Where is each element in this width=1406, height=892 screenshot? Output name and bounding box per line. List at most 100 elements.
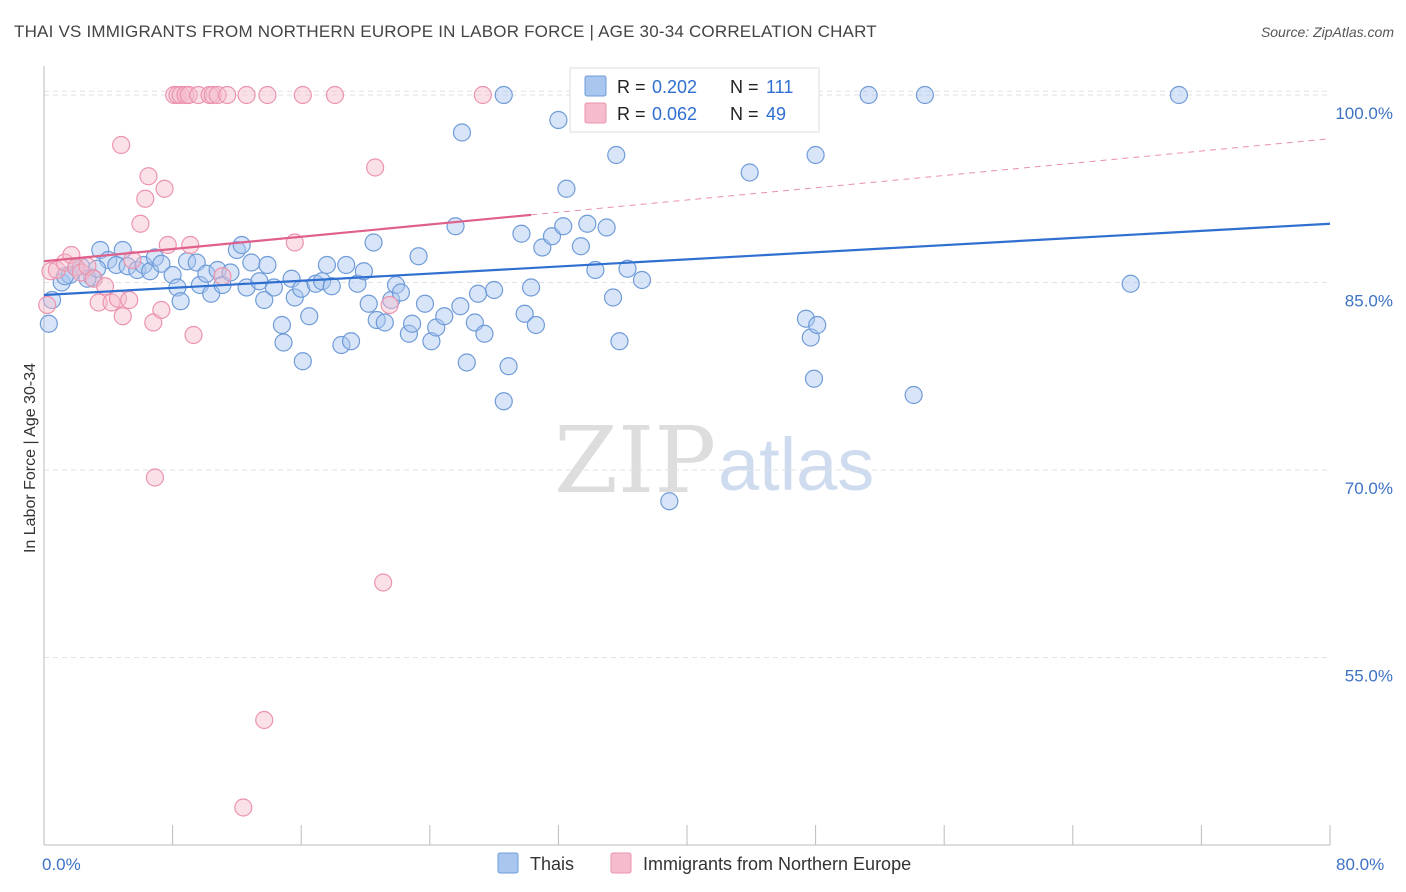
point-immigrants	[89, 293, 108, 312]
point-thais	[312, 272, 332, 291]
trend-lines	[43, 138, 1331, 297]
point-thais	[1121, 274, 1140, 293]
point-thais	[557, 179, 576, 198]
point-thais	[451, 297, 470, 316]
point-immigrants	[258, 85, 277, 105]
point-immigrants	[179, 85, 198, 105]
point-thais	[152, 254, 171, 273]
legend-r-value-immigrants: 0.062	[652, 104, 697, 124]
trend-line-immigrants-dashed	[531, 138, 1331, 216]
point-immigrants	[184, 325, 203, 345]
point-immigrants	[293, 85, 312, 105]
point-thais	[171, 292, 190, 311]
point-thais	[317, 255, 337, 275]
gridlines	[44, 90, 1330, 658]
x-tick-label-max: 80.0%	[1336, 855, 1384, 874]
source-label: Source: ZipAtlas.com	[1260, 24, 1394, 40]
point-immigrants	[374, 573, 393, 592]
legend-n-label-thais: N =	[730, 77, 759, 97]
point-thais	[740, 163, 759, 182]
point-immigrants	[38, 295, 57, 315]
point-thais	[39, 314, 58, 333]
bottom-legend-swatch-thais	[497, 852, 519, 874]
point-thais	[597, 218, 616, 237]
y-tick-label: 100.0%	[1335, 104, 1393, 123]
watermark-atlas: atlas	[718, 423, 874, 506]
legend-r-value-thais: 0.202	[652, 77, 697, 97]
point-thais	[804, 369, 824, 388]
point-thais	[399, 324, 419, 343]
y-tick-label: 70.0%	[1345, 479, 1393, 498]
point-thais	[468, 284, 488, 303]
point-thais	[337, 255, 356, 275]
legend-r-label-thais: R =	[617, 77, 646, 97]
point-immigrants	[155, 179, 174, 198]
point-immigrants	[113, 307, 132, 326]
point-thais	[258, 255, 277, 275]
point-immigrants	[380, 295, 399, 315]
point-immigrants	[112, 135, 131, 155]
point-immigrants	[41, 262, 60, 281]
point-thais	[526, 315, 545, 335]
point-thais	[322, 277, 341, 296]
point-immigrants	[213, 267, 232, 286]
legend-swatch-thais	[584, 75, 607, 97]
legend-n-value-thais: 111	[766, 77, 793, 97]
point-thais	[571, 237, 591, 256]
point-thais	[446, 217, 465, 236]
point-thais	[293, 352, 312, 371]
point-thais	[375, 313, 394, 332]
point-thais	[354, 262, 373, 281]
y-tick-label: 85.0%	[1345, 292, 1393, 311]
point-thais	[364, 233, 383, 252]
point-thais	[255, 290, 274, 310]
point-immigrants	[123, 250, 142, 270]
point-thais	[422, 332, 441, 351]
point-immigrants	[131, 214, 150, 233]
y-axis-label: In Labor Force | Age 30-34	[22, 363, 39, 553]
point-thais	[796, 309, 816, 328]
y-tick-labels: 55.0% 70.0% 85.0% 100.0%	[1335, 104, 1393, 686]
point-thais	[603, 288, 623, 307]
point-thais	[272, 315, 292, 335]
point-immigrants	[234, 798, 253, 817]
series-legend: Thais Immigrants from Northern Europe	[497, 852, 911, 874]
point-thais	[904, 385, 923, 405]
point-thais	[409, 247, 428, 266]
point-thais	[578, 214, 597, 233]
trend-line-thais-solid	[43, 222, 1331, 297]
watermark: ZIP atlas	[554, 407, 874, 514]
axes	[43, 66, 1331, 846]
point-thais	[457, 353, 476, 372]
point-immigrants	[366, 158, 385, 177]
point-thais	[118, 257, 137, 276]
point-immigrants	[120, 290, 139, 310]
point-thais	[549, 110, 568, 130]
point-immigrants	[152, 300, 171, 320]
point-thais	[435, 307, 454, 326]
point-thais	[332, 335, 351, 355]
y-tick-label: 55.0%	[1345, 667, 1393, 686]
trend-line-immigrants-solid	[43, 213, 532, 263]
point-thais	[341, 332, 361, 351]
legend-r-label-immigrants: R =	[617, 104, 646, 124]
legend-box	[569, 67, 820, 133]
point-thais	[607, 145, 626, 165]
point-thais	[227, 240, 246, 260]
point-thais	[282, 269, 301, 288]
point-thais	[300, 307, 319, 326]
chart-title: THAI VS IMMIGRANTS FROM NORTHERN EUROPE …	[14, 22, 877, 41]
point-thais	[632, 270, 652, 290]
point-thais	[499, 357, 518, 376]
point-immigrants	[145, 468, 165, 487]
point-thais	[521, 278, 541, 297]
point-immigrants	[255, 710, 274, 730]
point-thais	[391, 283, 410, 302]
point-thais	[452, 123, 472, 142]
point-thais	[618, 259, 637, 278]
point-thais	[859, 85, 878, 105]
point-immigrants	[218, 85, 237, 105]
point-immigrants	[139, 167, 158, 186]
series-immigrants-points	[38, 85, 492, 817]
